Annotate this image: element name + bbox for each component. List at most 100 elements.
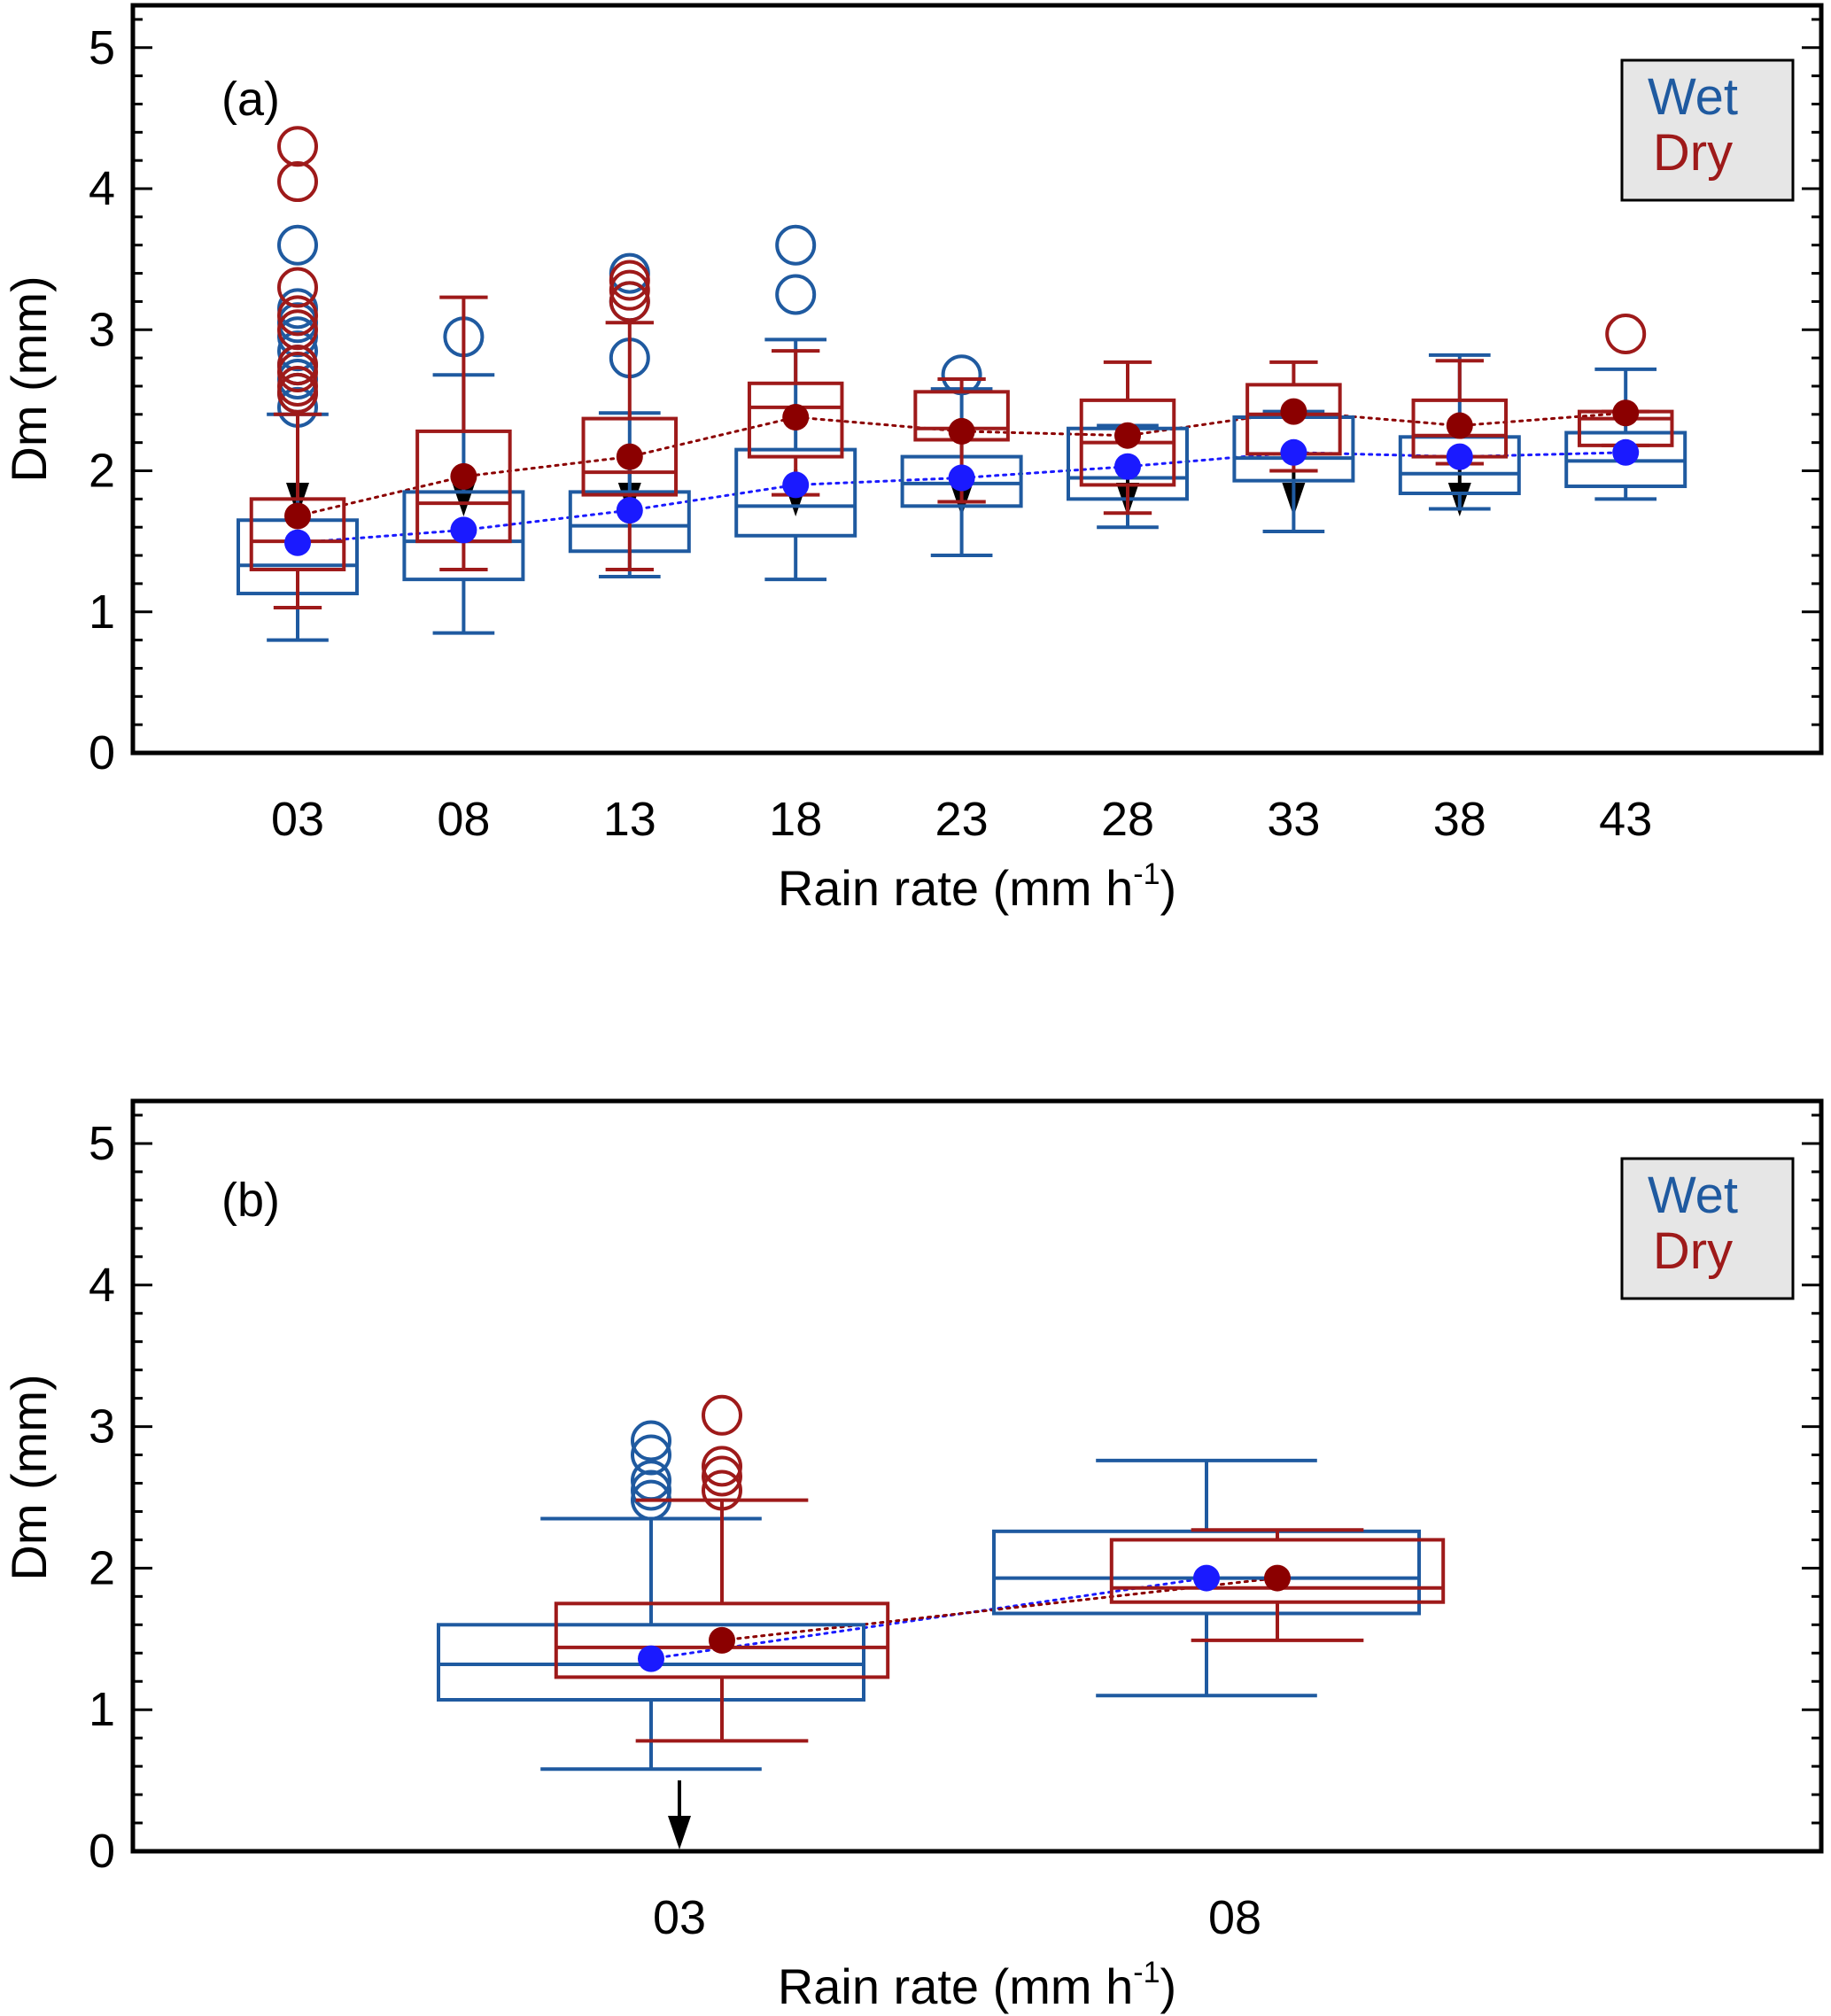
panel-b-plot-frame xyxy=(130,1098,1824,1854)
panel-a-dry-outlier xyxy=(609,281,650,322)
panel-a-dry-mean-dot xyxy=(1280,398,1307,425)
panel-b-dry-box-03 xyxy=(554,1394,890,1743)
panel-a-wet-iqr-box xyxy=(402,490,525,582)
panel-b-dry-mean-dot xyxy=(709,1626,735,1654)
panel-b-wet-mean-dot xyxy=(638,1645,664,1672)
panel-a-y-tick-label: 1 xyxy=(89,585,115,639)
panel-a-wet-outlier xyxy=(277,330,318,372)
panel-b-x-tick-label: 03 xyxy=(653,1891,706,1944)
panel-a-dry-box-28 xyxy=(1079,360,1176,516)
panel-a-wet-mean-dot xyxy=(1280,438,1307,466)
panel-b-dry-outlier xyxy=(702,1455,742,1497)
panel-b-arrow-head xyxy=(668,1816,691,1849)
panel-b-wet-mean-dot xyxy=(1193,1564,1220,1592)
panel-b: 0 1 2 3 4 5 03 08 (b) Dm (mm) Rain rate (mm h-1… xyxy=(1,1098,1824,2014)
panel-a-x-tick-label: 38 xyxy=(1433,793,1486,846)
panel-b-wet-outlier xyxy=(631,1420,671,1462)
panel-a-dry-outlier xyxy=(277,267,318,308)
panel-a-x-axis-title: Rain rate (mm h-1) xyxy=(778,857,1176,916)
panel-b-y-tick-label: 4 xyxy=(89,1259,115,1312)
panel-a-x-tick-label: 13 xyxy=(603,793,656,846)
panel-a-wet-mean-dot xyxy=(450,516,477,544)
panel-a-y-tick-label: 3 xyxy=(89,303,115,356)
panel-a-legend-wet-label: Wet xyxy=(1648,68,1738,126)
panel-a-legend-dry-label: Dry xyxy=(1653,124,1733,182)
panel-a-wet-mean-line xyxy=(296,451,1627,545)
panel-a-dry-box-08 xyxy=(415,295,512,571)
panel-b-wet-iqr-box xyxy=(437,1623,865,1702)
panel-b-arrow-marker xyxy=(668,1780,691,1849)
panel-a-x-tick-label: 28 xyxy=(1101,793,1154,846)
panel-a-wet-mean-dot xyxy=(1114,453,1141,480)
panel-a-dry-outlier xyxy=(609,260,650,301)
panel-a-dry-iqr-box xyxy=(747,381,844,459)
panel-a-legend: Wet Dry xyxy=(1620,58,1795,202)
panel-a-dry-mean-dot xyxy=(450,462,477,490)
panel-b-y-tick-label: 1 xyxy=(89,1683,115,1736)
panel-a-legend-box xyxy=(1620,58,1795,202)
panel-b-y-axis-title: Dm (mm) xyxy=(1,1374,57,1580)
panel-a-wet-mean-dot xyxy=(948,464,975,492)
panel-b-y-tick-label: 5 xyxy=(89,1117,115,1170)
panel-a-wet-outlier xyxy=(775,274,817,315)
panel-b-legend-dry-label: Dry xyxy=(1653,1222,1733,1280)
panel-a-wet-mean-dot xyxy=(1612,438,1640,466)
panel-a-x-tick-label: 43 xyxy=(1599,793,1652,846)
panel-a-x-tick-label: 23 xyxy=(935,793,989,846)
panel-a-dry-mean-dot xyxy=(284,502,311,530)
panel-b-dry-iqr-box xyxy=(554,1601,890,1679)
panel-b-wet-outlier xyxy=(631,1434,671,1476)
panel-b-dry-iqr-box xyxy=(1109,1538,1446,1604)
panel-a-x-tick-label: 18 xyxy=(769,793,822,846)
panel-a-y-tick-label: 0 xyxy=(89,726,115,779)
panel-a-dry-iqr-box xyxy=(581,416,679,497)
panel-b-y-tick-label: 3 xyxy=(89,1400,115,1454)
panel-b-plot-layer xyxy=(437,1394,1446,1849)
panel-a-wet-mean-dot xyxy=(782,471,810,499)
panel-a-wet-mean-dot xyxy=(284,529,311,556)
panel-a-dry-outlier xyxy=(277,309,318,351)
panel-a-y-axis-title: Dm (mm) xyxy=(1,275,57,482)
panel-a-y-tick-label: 4 xyxy=(89,162,115,215)
panel-b-dry-mean-dot xyxy=(1264,1564,1291,1592)
panel-a-wet-outlier xyxy=(775,224,817,266)
panel-b-y-tick-label: 0 xyxy=(89,1825,115,1878)
panel-a-dry-outlier xyxy=(609,269,650,311)
panel-b-wet-box-03 xyxy=(437,1420,865,1772)
panel-a-wet-mean-dot xyxy=(1446,443,1473,470)
panel-a-dry-mean-dot xyxy=(1446,412,1473,439)
panel-b-legend-wet-label: Wet xyxy=(1648,1167,1738,1224)
panel-b-axis-layer: 0 1 2 3 4 5 03 08 xyxy=(89,1113,1821,1944)
panel-b-legend-box xyxy=(1620,1157,1795,1300)
panel-a-plot-layer xyxy=(237,126,1687,642)
panel-a-dry-mean-line xyxy=(296,410,1627,517)
panel-b-x-axis-title: Rain rate (mm h-1) xyxy=(778,1956,1176,2014)
panel-b-wet-outlier xyxy=(631,1469,671,1511)
panel-a-dry-mean-dot xyxy=(782,403,810,430)
panel-a-y-tick-label: 2 xyxy=(89,445,115,498)
panel-a-wet-box-18 xyxy=(734,224,857,582)
panel-a-dry-outlier xyxy=(277,161,318,203)
panel-a-dry-mean-dot xyxy=(1612,399,1640,427)
panel-a-wet-iqr-box xyxy=(734,447,857,538)
panel-b-dry-outlier xyxy=(702,1446,742,1487)
panel-a-x-tick-label: 33 xyxy=(1267,793,1320,846)
panel-b-dry-outlier xyxy=(702,1469,742,1511)
panel-a-wet-box-43 xyxy=(1564,367,1687,501)
panel-b-x-tick-label: 08 xyxy=(1208,1891,1261,1944)
panel-a-label: (a) xyxy=(221,73,280,126)
panel-a-dry-box-03 xyxy=(249,126,346,609)
panel-a-dry-mean-dot xyxy=(1114,422,1141,449)
panel-b-legend: Wet Dry xyxy=(1620,1157,1795,1300)
panel-a-dry-mean-dot xyxy=(616,443,643,470)
panel-a-x-tick-label: 03 xyxy=(271,793,324,846)
panel-a-wet-mean-dot xyxy=(616,497,643,524)
panel-a-dry-outlier xyxy=(277,365,318,407)
panel-a-dry-outlier xyxy=(277,126,318,167)
panel-b-label: (b) xyxy=(221,1174,280,1227)
panel-a-dry-outlier xyxy=(277,345,318,386)
panel-a-dry-outlier xyxy=(1605,314,1647,355)
panel-b-dry-outlier xyxy=(702,1394,742,1436)
